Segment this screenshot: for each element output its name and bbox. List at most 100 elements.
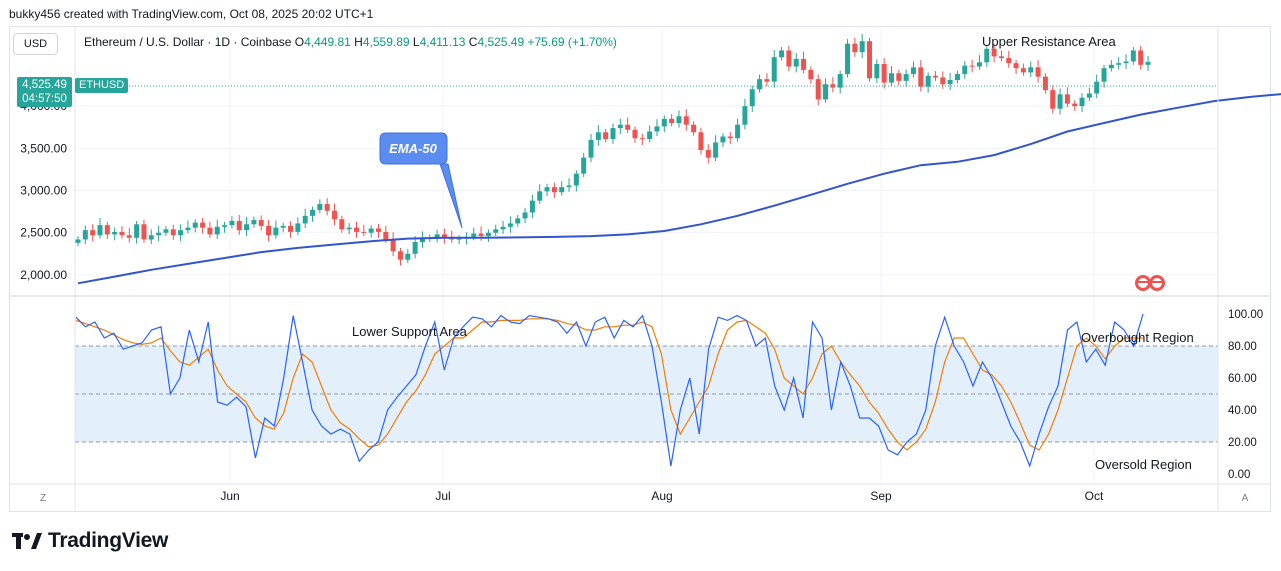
- high-value: 4,559.89: [362, 35, 410, 49]
- candle: [867, 37, 873, 82]
- candle: [749, 85, 755, 113]
- candle: [566, 178, 572, 192]
- candle: [214, 219, 220, 240]
- price-tick-label: 2,500.00: [20, 226, 67, 240]
- candle: [192, 219, 198, 233]
- candle: [742, 98, 748, 130]
- candle: [134, 220, 140, 244]
- candle: [317, 199, 323, 214]
- candle: [141, 219, 147, 243]
- candle: [200, 217, 206, 234]
- candle: [727, 131, 733, 145]
- candle: [361, 224, 367, 237]
- candle: [779, 47, 785, 61]
- candle: [603, 128, 609, 143]
- candle: [1020, 63, 1026, 76]
- callout-bubble: [379, 132, 463, 229]
- candle: [515, 215, 521, 227]
- candle: [397, 247, 403, 266]
- candle: [852, 37, 858, 57]
- candle: [368, 225, 374, 238]
- candle: [984, 45, 990, 67]
- candle: [236, 215, 242, 235]
- candle: [178, 224, 184, 242]
- lower-support-label: Lower Support Area: [352, 324, 468, 339]
- candle: [859, 34, 865, 59]
- candle: [500, 220, 506, 234]
- ema-callout[interactable]: EMA-50: [379, 132, 463, 229]
- candle: [830, 77, 836, 93]
- currency-button[interactable]: USD: [13, 33, 58, 55]
- candle: [353, 221, 359, 238]
- candle: [288, 221, 294, 238]
- candle: [1057, 88, 1063, 115]
- symbol-title[interactable]: Ethereum / U.S. Dollar · 1D · Coinbase: [84, 35, 292, 49]
- close-label: C: [468, 35, 478, 49]
- candle: [698, 127, 704, 155]
- candle: [801, 51, 807, 74]
- candle: [1035, 60, 1041, 83]
- low-value: 4,411.13: [419, 35, 466, 49]
- candle: [1079, 93, 1085, 113]
- candle: [405, 249, 411, 264]
- ohlc-legend[interactable]: Ethereum / U.S. Dollar · 1D · Coinbase O…: [84, 35, 617, 49]
- last-price: 4,525.49: [22, 79, 67, 91]
- candle: [441, 228, 447, 244]
- price-axis: 2,000.002,500.003,000.003,500.004,000.00…: [20, 99, 1263, 481]
- candle: [229, 216, 235, 229]
- candle: [918, 60, 924, 92]
- candle: [691, 121, 697, 136]
- candle: [302, 208, 308, 229]
- candle: [537, 184, 543, 205]
- candle: [434, 229, 440, 243]
- candle: [310, 206, 316, 222]
- candle: [1086, 87, 1092, 102]
- header-caption: bukky456 created with TradingView.com, O…: [9, 7, 374, 21]
- candle: [1101, 64, 1107, 88]
- candle: [932, 71, 938, 81]
- stoch-tick-label: 20.00: [1228, 437, 1257, 449]
- tradingview-logo-icon: [12, 533, 42, 549]
- zoom-button[interactable]: Z: [39, 492, 47, 504]
- last-price-tag: 4,525.49 04:57:50 ETHUSD: [17, 77, 129, 107]
- candle: [1123, 54, 1129, 70]
- high-label: H: [354, 35, 363, 49]
- candle: [346, 223, 352, 234]
- candle: [522, 207, 528, 224]
- candle: [339, 215, 345, 233]
- stoch-tick-label: 80.00: [1228, 341, 1257, 353]
- chart-frame: [9, 26, 1271, 512]
- candle: [529, 194, 535, 219]
- candle: [683, 109, 689, 131]
- candle: [507, 216, 513, 233]
- candle: [82, 225, 88, 245]
- candle: [90, 224, 96, 242]
- auto-scale-button[interactable]: A: [1241, 492, 1249, 504]
- open-label: O: [294, 35, 305, 49]
- candle: [126, 228, 132, 243]
- time-tick-label: Aug: [651, 489, 672, 503]
- candle: [112, 227, 118, 241]
- candle: [610, 123, 616, 144]
- candle: [148, 229, 154, 245]
- us-flag-icon[interactable]: [1135, 275, 1165, 291]
- candle: [1072, 100, 1078, 111]
- candle: [786, 45, 792, 72]
- candle: [1028, 61, 1034, 78]
- tradingview-logo-text: TradingView: [48, 529, 169, 552]
- candle: [573, 170, 579, 192]
- candle: [97, 217, 103, 239]
- candle: [375, 223, 381, 238]
- candle: [910, 61, 916, 78]
- candle: [661, 115, 667, 133]
- candle: [493, 224, 499, 237]
- candle: [654, 119, 660, 137]
- candle: [823, 78, 829, 103]
- low-label: L: [412, 35, 420, 49]
- candle: [1094, 74, 1100, 99]
- candle: [390, 232, 396, 256]
- candle: [295, 217, 301, 236]
- candle: [75, 236, 81, 247]
- candle: [280, 222, 286, 233]
